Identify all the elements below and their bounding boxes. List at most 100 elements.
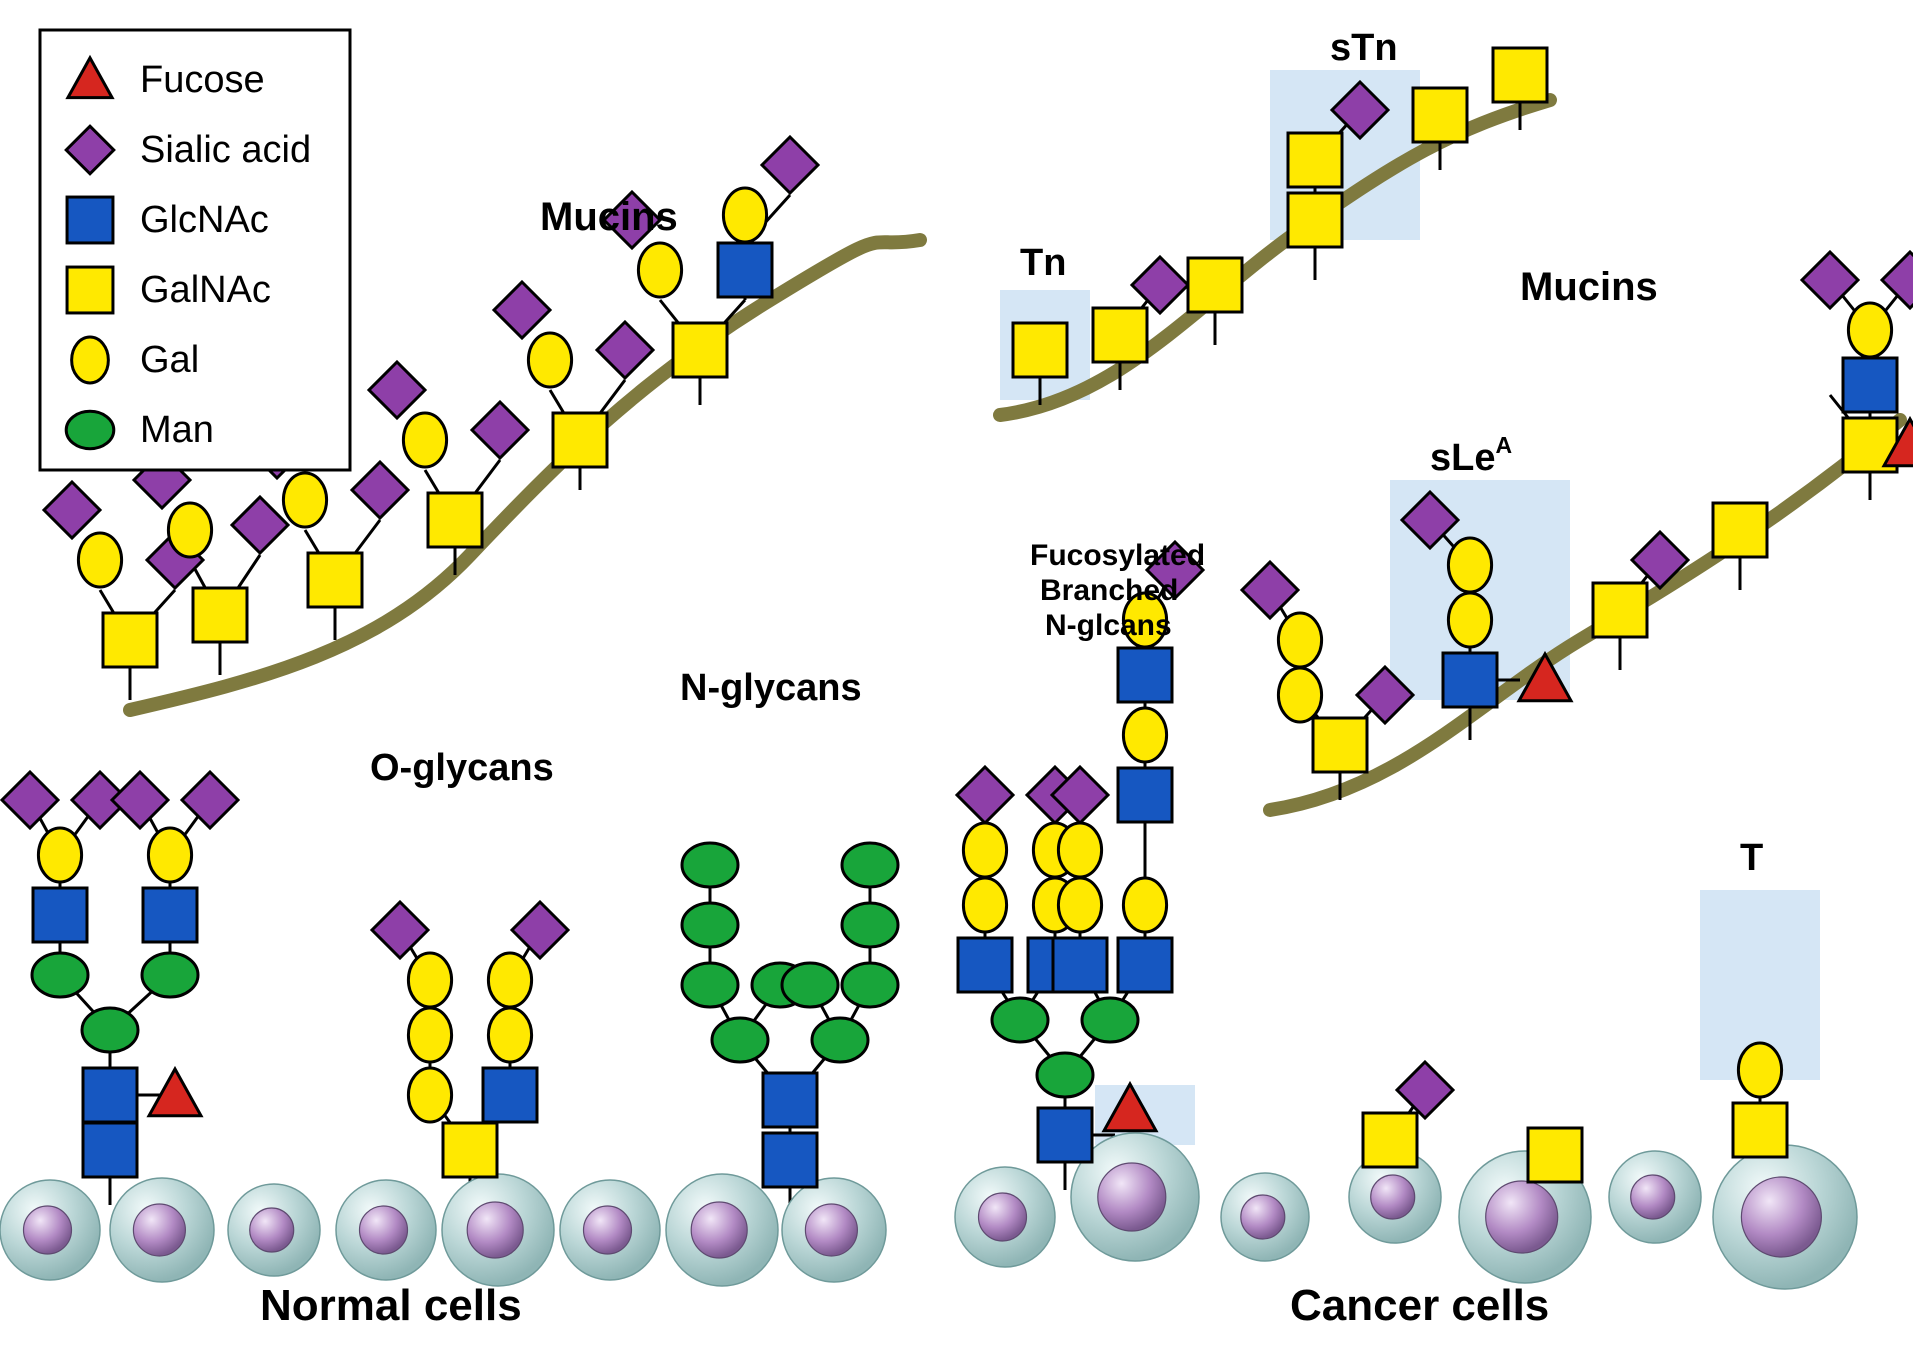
galnac-glyph xyxy=(193,588,247,642)
galnac-glyph xyxy=(1493,48,1547,102)
gal-glyph xyxy=(408,1008,451,1062)
gal-glyph xyxy=(723,188,766,242)
man-glyph xyxy=(712,1018,768,1062)
normal-nucleus xyxy=(24,1206,72,1254)
normal-nucleus xyxy=(691,1202,747,1258)
man-glyph xyxy=(842,963,898,1007)
sialic-glyph xyxy=(1132,257,1188,313)
label-fuc-branched1: Fucosylated xyxy=(1030,539,1205,572)
gal-glyph xyxy=(1738,1043,1781,1097)
gal-glyph xyxy=(1278,668,1321,722)
normal-nucleus xyxy=(133,1204,185,1256)
sialic-glyph xyxy=(369,362,425,418)
glcnac-glyph xyxy=(483,1068,537,1122)
sialic-glyph xyxy=(494,282,550,338)
glcnac-glyph xyxy=(83,1068,137,1122)
sialic-glyph xyxy=(762,137,818,193)
man-glyph xyxy=(1037,1053,1093,1097)
galnac-glyph xyxy=(1733,1103,1787,1157)
gal-glyph xyxy=(963,823,1006,877)
label-mucins-right: Mucins xyxy=(1520,265,1658,309)
man-glyph xyxy=(682,963,738,1007)
glcnac-glyph xyxy=(1118,648,1172,702)
sialic-glyph xyxy=(597,322,653,378)
man-glyph xyxy=(82,1008,138,1052)
label-stn: sTn xyxy=(1330,27,1398,69)
legend-label-glcnac: GlcNAc xyxy=(140,199,269,241)
galnac-glyph xyxy=(553,413,607,467)
sialic-glyph xyxy=(44,482,100,538)
galnac-glyph xyxy=(1013,323,1067,377)
legend-label-fucose: Fucose xyxy=(140,59,265,101)
sialic-glyph xyxy=(957,767,1013,823)
galnac-glyph xyxy=(1313,718,1367,772)
normal-nucleus xyxy=(584,1206,632,1254)
galnac-glyph xyxy=(1288,133,1342,187)
glcnac-glyph xyxy=(763,1133,817,1187)
cancer-nucleus xyxy=(979,1193,1027,1241)
label-fuc-branched2: Branched xyxy=(1040,574,1178,607)
sialic-glyph xyxy=(372,902,428,958)
gal-glyph xyxy=(408,953,451,1007)
sialic-glyph xyxy=(112,772,168,828)
sialic-glyph xyxy=(232,497,288,553)
man-glyph xyxy=(812,1018,868,1062)
label-t: T xyxy=(1740,837,1763,879)
gal-glyph xyxy=(638,243,681,297)
galnac-glyph xyxy=(428,493,482,547)
glcnac-glyph xyxy=(718,243,772,297)
gal-glyph xyxy=(1058,823,1101,877)
galnac-glyph xyxy=(67,267,113,313)
galnac-glyph xyxy=(308,553,362,607)
glcnac-glyph xyxy=(83,1123,137,1177)
man-glyph xyxy=(66,411,114,448)
galnac-glyph xyxy=(1713,503,1767,557)
galnac-glyph xyxy=(673,323,727,377)
gal-glyph xyxy=(1278,613,1321,667)
man-glyph xyxy=(682,903,738,947)
label-nglycans: N-glycans xyxy=(680,667,862,709)
legend-label-gal: Gal xyxy=(140,339,199,381)
gal-glyph xyxy=(1058,878,1101,932)
legend-label-man: Man xyxy=(140,409,214,451)
glcnac-glyph xyxy=(1118,938,1172,992)
legend-label-sialic: Sialic acid xyxy=(140,129,311,171)
man-glyph xyxy=(842,903,898,947)
gal-glyph xyxy=(1123,878,1166,932)
galnac-glyph xyxy=(1528,1128,1582,1182)
cancer-nucleus xyxy=(1371,1175,1415,1219)
label-fuc-branched3: N-glcans xyxy=(1045,609,1172,642)
galnac-glyph xyxy=(1093,308,1147,362)
sialic-glyph xyxy=(472,402,528,458)
fucose-glyph xyxy=(149,1069,201,1116)
gal-glyph xyxy=(488,953,531,1007)
glcnac-glyph xyxy=(1843,358,1897,412)
sialic-glyph xyxy=(182,772,238,828)
man-glyph xyxy=(782,963,838,1007)
gal-glyph xyxy=(283,473,326,527)
label-cancer-title: Cancer cells xyxy=(1290,1281,1549,1330)
label-tn: Tn xyxy=(1020,242,1066,284)
sialic-glyph xyxy=(352,462,408,518)
glcnac-glyph xyxy=(1053,938,1107,992)
man-glyph xyxy=(142,953,198,997)
normal-nucleus xyxy=(250,1208,294,1252)
man-glyph xyxy=(1082,998,1138,1042)
galnac-glyph xyxy=(103,613,157,667)
glcnac-glyph xyxy=(67,197,113,243)
label-mucins-left: Mucins xyxy=(540,195,678,239)
cancer-nucleus xyxy=(1741,1177,1821,1257)
glcnac-glyph xyxy=(33,888,87,942)
cancer-nucleus xyxy=(1631,1175,1675,1219)
galnac-glyph xyxy=(1363,1113,1417,1167)
sialic-glyph xyxy=(1397,1062,1453,1118)
sialic-glyph xyxy=(2,772,58,828)
sialic-glyph xyxy=(1802,252,1858,308)
gal-glyph xyxy=(488,1008,531,1062)
legend-label-galnac: GalNAc xyxy=(140,269,271,311)
label-slea: sLeA xyxy=(1430,432,1512,479)
galnac-glyph xyxy=(1188,258,1242,312)
gal-glyph xyxy=(1448,593,1491,647)
glcnac-glyph xyxy=(143,888,197,942)
gal-glyph xyxy=(38,828,81,882)
